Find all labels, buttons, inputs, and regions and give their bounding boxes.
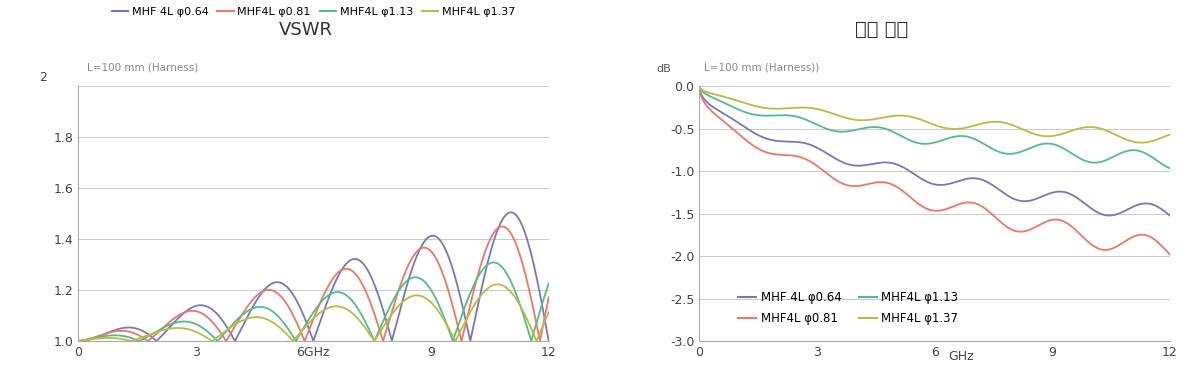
- Text: L=100 mm (Harness)): L=100 mm (Harness)): [704, 62, 820, 72]
- Legend: MHF 4L φ0.64, MHF4L φ0.81, MHF4L φ1.13, MHF4L φ1.37: MHF 4L φ0.64, MHF4L φ0.81, MHF4L φ1.13, …: [733, 286, 964, 330]
- Text: L=100 mm (Harness): L=100 mm (Harness): [88, 62, 199, 72]
- Legend: MHF 4L φ0.64, MHF4L φ0.81, MHF4L φ1.13, MHF4L φ1.37: MHF 4L φ0.64, MHF4L φ0.81, MHF4L φ1.13, …: [107, 3, 520, 22]
- Text: VSWR: VSWR: [278, 21, 334, 39]
- Text: 2: 2: [40, 71, 48, 84]
- Text: dB: dB: [656, 64, 671, 74]
- Text: GHz: GHz: [948, 350, 974, 363]
- Text: 삽입 손실: 삽입 손실: [856, 20, 908, 39]
